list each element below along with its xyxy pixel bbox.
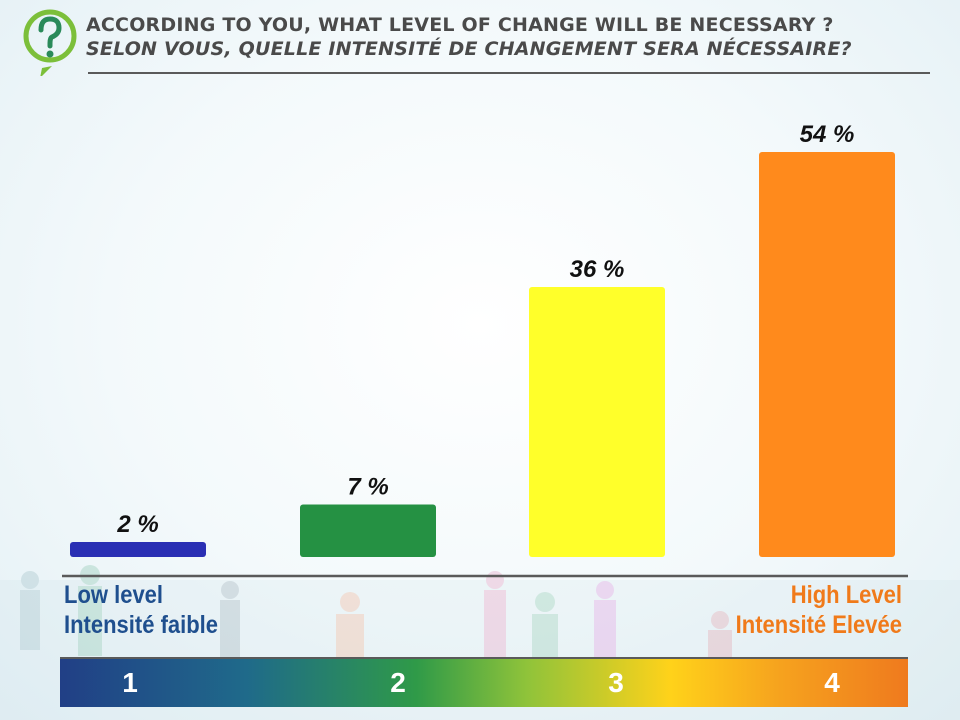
bar-3 <box>529 287 665 557</box>
high-level-label-en: High Level <box>790 581 902 609</box>
data-label-1: 2 % <box>116 511 158 538</box>
bar-1 <box>70 542 206 557</box>
title-underline <box>88 72 930 74</box>
low-level-label-en: Low level <box>64 581 164 609</box>
high-level-label: High Level Intensité Elevée <box>736 580 902 640</box>
scale-number-3: 3 <box>608 667 624 698</box>
title-english: ACCORDING TO YOU, WHAT LEVEL OF CHANGE W… <box>86 14 834 36</box>
intensity-scale-bar: 1 2 3 4 <box>60 657 908 707</box>
scale-number-4: 4 <box>824 667 840 698</box>
bar-4 <box>759 152 895 557</box>
title-french: SELON VOUS, QUELLE INTENSITÉ DE CHANGEME… <box>86 38 852 60</box>
low-level-label-fr: Intensité faible <box>64 611 219 639</box>
data-label-3: 36 % <box>570 256 625 283</box>
data-label-4: 54 % <box>800 121 855 148</box>
chart-title: ACCORDING TO YOU, WHAT LEVEL OF CHANGE W… <box>86 14 946 60</box>
high-level-label-fr: Intensité Elevée <box>735 611 902 639</box>
low-level-label: Low level Intensité faible <box>64 580 218 640</box>
data-label-2: 7 % <box>347 474 388 501</box>
question-bubble-logo-icon <box>23 9 77 76</box>
bar-2 <box>300 504 436 557</box>
scale-number-2: 2 <box>390 667 406 698</box>
scale-number-1: 1 <box>122 667 138 698</box>
